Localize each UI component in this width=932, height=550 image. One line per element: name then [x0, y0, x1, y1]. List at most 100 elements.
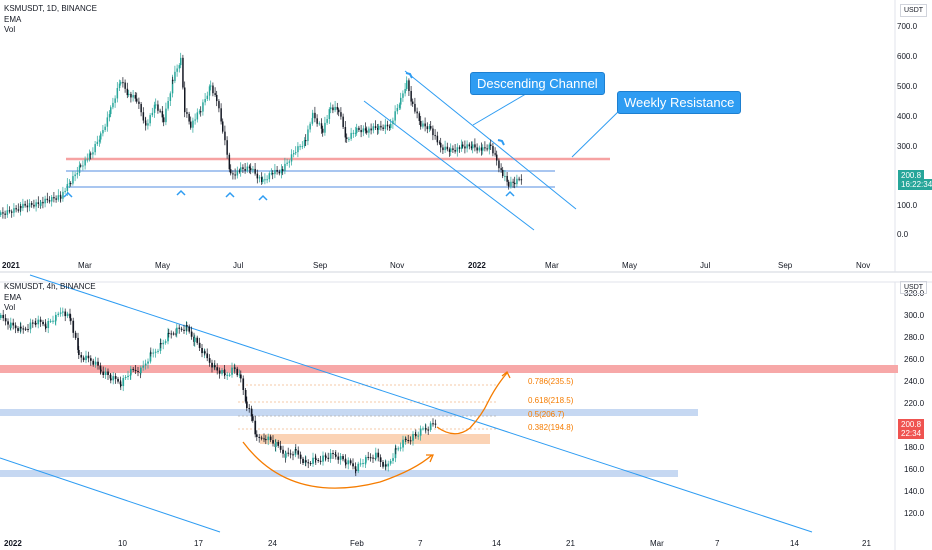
bottom-candle: [254, 420, 257, 435]
projection-path: [436, 372, 508, 435]
bottom-candle: [342, 456, 344, 460]
bottom-candle: [176, 327, 178, 334]
bottom-candle: [295, 449, 297, 451]
top-price-tick: 400.0: [897, 112, 918, 121]
top-candle: [206, 95, 209, 99]
top-candle: [364, 128, 367, 131]
top-candle: [490, 144, 492, 146]
bottom-price-tick: 160.0: [904, 465, 925, 474]
bottom-price-tick: 220.0: [904, 399, 925, 408]
bottom-candle: [157, 350, 159, 352]
top-candle: [316, 118, 318, 124]
bottom-candle: [248, 408, 251, 410]
bottom-candle: [275, 441, 277, 447]
top-candle: [422, 123, 424, 127]
top-candle: [352, 132, 355, 134]
top-candle: [398, 104, 401, 108]
bottom-candle: [144, 363, 147, 366]
top-candle: [314, 112, 316, 119]
bottom-candle: [387, 463, 390, 467]
bottom-candle: [104, 371, 107, 375]
bottom-candle: [24, 328, 27, 330]
top-candle: [84, 159, 86, 166]
bottom-indicator-ema: EMA: [4, 293, 22, 302]
bottom-candle: [183, 329, 185, 331]
bottom-candle: [154, 351, 157, 353]
top-time-tick: Sep: [313, 261, 328, 270]
top-candle: [450, 148, 452, 152]
top-candle: [178, 65, 181, 69]
bottom-candle: [375, 452, 377, 459]
bottom-candle: [149, 352, 152, 362]
top-candle: [190, 121, 192, 128]
top-candle: [234, 174, 236, 176]
bottom-candle: [17, 328, 19, 331]
top-candle: [96, 141, 99, 145]
bottom-candle: [252, 416, 254, 421]
top-candle: [472, 144, 474, 149]
bottom-candle: [425, 428, 427, 430]
bottom-candle: [49, 320, 52, 322]
top-candle: [468, 144, 471, 147]
bottom-candle: [347, 460, 350, 465]
top-candle: [430, 126, 432, 129]
bottom-candle: [234, 367, 236, 369]
bottom-candle: [90, 358, 92, 361]
bottom-candle: [250, 408, 253, 417]
bottom-countdown: 22:34: [898, 428, 925, 439]
bottom-candle: [162, 342, 165, 345]
fib-label-0618: 0.618(218.5): [528, 396, 574, 405]
top-candle: [492, 146, 494, 154]
bottom-candle: [190, 331, 193, 337]
top-candle: [274, 169, 276, 175]
bottom-time-tick: Mar: [650, 539, 664, 548]
top-candle: [374, 126, 377, 128]
bottom-candle: [238, 374, 241, 376]
top-candle: [118, 83, 121, 89]
bottom-candle: [297, 450, 300, 455]
top-candle: [68, 183, 71, 185]
bottom-candle: [256, 434, 258, 437]
bottom-candle: [309, 463, 312, 465]
bottom-candle: [332, 452, 334, 455]
top-candle: [252, 168, 254, 171]
top-candle: [82, 165, 84, 167]
top-candle: [228, 154, 231, 170]
bottom-price-tick: 260.0: [904, 355, 925, 364]
bottom-candle: [78, 349, 80, 355]
bottom-candle: [120, 384, 122, 387]
top-currency-button[interactable]: USDT: [900, 4, 928, 17]
bottom-candle: [175, 333, 177, 335]
top-candle: [350, 132, 352, 139]
top-candle: [382, 127, 384, 130]
bottom-candle: [302, 458, 304, 463]
top-candle: [428, 126, 431, 130]
top-candle: [55, 198, 57, 200]
bottom-candle: [216, 367, 219, 371]
bottom-candle: [277, 441, 280, 446]
top-time-tick: May: [622, 261, 637, 270]
bottom-candle: [37, 319, 40, 325]
bottom-candle: [72, 320, 75, 333]
bottom-candle: [29, 322, 32, 330]
bottom-candle: [168, 332, 170, 334]
top-candle: [301, 146, 304, 148]
bottom-candle: [10, 322, 12, 328]
top-candle: [62, 191, 64, 199]
top-candle: [31, 203, 33, 205]
top-candle: [328, 109, 331, 119]
bottom-candle: [0, 314, 2, 318]
top-candle: [284, 163, 286, 172]
bottom-candle: [417, 435, 420, 437]
top-candle: [389, 126, 391, 128]
bottom-candle: [355, 469, 357, 472]
bottom-candle: [127, 375, 129, 377]
top-candle: [74, 174, 76, 177]
top-candle: [24, 203, 26, 206]
top-candle: [452, 148, 454, 150]
top-candle: [104, 126, 106, 131]
bottom-candle: [312, 457, 314, 464]
bottom-candle: [385, 464, 387, 467]
bottom-currency-button[interactable]: USDT: [900, 281, 928, 294]
top-candle: [76, 172, 79, 175]
